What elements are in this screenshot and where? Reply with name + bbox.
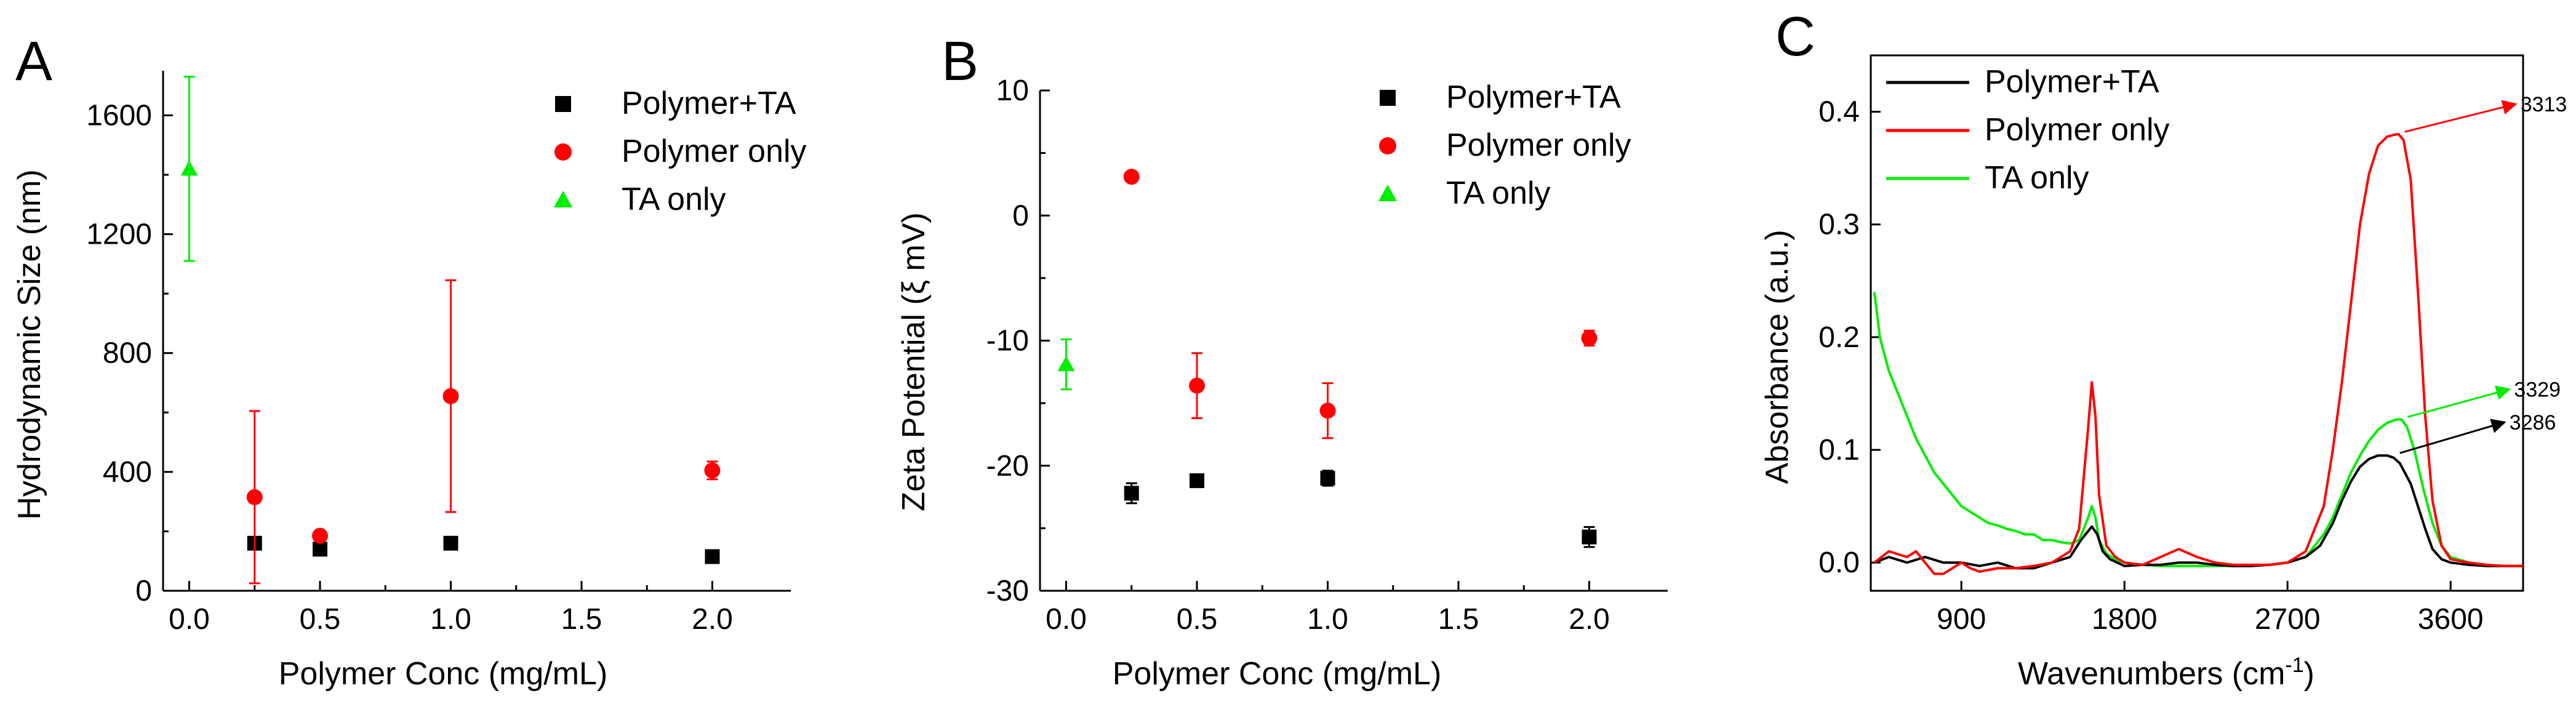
panel-a-ytick-label: 400 (103, 456, 152, 489)
panel-letter-a: A (15, 31, 52, 92)
panel-c: Absorbance (a.u.) Wavenumbers (cm-1) 0.0… (1759, 54, 2567, 692)
panel-c-legend-label: TA only (1985, 160, 2089, 196)
panel-b-legend-marker (1378, 185, 1397, 201)
panel-a-ylabel: Hydrodynamic Size (nm) (12, 169, 47, 519)
panel-c-annotation-label: 3313 (2521, 93, 2567, 116)
panel-b-legend-marker (1380, 90, 1396, 106)
panel-b-xlabel: Polymer Conc (mg/mL) (1113, 656, 1442, 692)
panel-b-point (1582, 529, 1597, 545)
panel-a-point (312, 527, 328, 544)
panel-c-xlabel: Wavenumbers (cm-1) (2018, 654, 2314, 692)
panel-b-point (1057, 356, 1075, 372)
panel-a-xtick-label: 0.5 (300, 603, 341, 636)
panel-a-ytick-label: 800 (103, 337, 152, 370)
panel-letter-b: B (942, 31, 978, 92)
panel-c-xtick-label: 2700 (2255, 603, 2321, 636)
panel-b-xtick-label: 0.0 (1046, 603, 1087, 636)
panel-c-legend-label: Polymer+TA (1985, 64, 2159, 100)
panel-b-ytick-label: -20 (986, 450, 1029, 482)
panel-c-frame (1870, 54, 2524, 592)
panel-b-legend-label: TA only (1446, 175, 1551, 211)
panel-b-ylabel: Zeta Potential (ξ mV) (896, 212, 932, 511)
panel-b-point (1123, 169, 1140, 185)
panel-c-ylabel: Absorbance (a.u.) (1759, 230, 1795, 484)
panel-a-xtick-label: 1.0 (430, 603, 471, 636)
panel-a-xtick-label: 2.0 (692, 603, 733, 636)
panel-a: Hydrodynamic Size (nm) Polymer Conc (mg/… (12, 71, 807, 692)
panel-a-point (180, 160, 198, 176)
panel-c-ytick-label: 0.2 (1818, 321, 1860, 354)
panel-c-annotation-arrow (2404, 100, 2518, 133)
panel-b-ytick-label: -10 (986, 325, 1029, 358)
panel-c-annotation-label: 3286 (2510, 411, 2556, 434)
panel-b-point (1320, 471, 1335, 486)
panel-a-point (246, 489, 263, 505)
panel-c-legend-label: Polymer only (1985, 112, 2170, 148)
panel-c-ytick-label: 0.4 (1818, 96, 1860, 129)
panel-c-ytick-label: 0.1 (1818, 434, 1860, 466)
panel-a-xtick-label: 1.5 (561, 603, 602, 636)
panel-c-line-1 (1873, 133, 2523, 575)
panel-a-legend-marker (554, 143, 572, 161)
panel-a-ytick-label: 1600 (86, 99, 152, 132)
panel-c-annotation-arrow (2399, 418, 2506, 454)
panel-b-legend-label: Polymer+TA (1446, 79, 1621, 115)
panel-a-legend-label: Polymer only (622, 134, 807, 169)
panel-b-xtick-label: 2.0 (1569, 603, 1610, 636)
panel-b-ytick-label: -30 (986, 575, 1029, 607)
panel-c-annotation-label: 3329 (2514, 378, 2561, 402)
panel-b-point (1581, 330, 1598, 346)
panel-b-point (1190, 473, 1204, 489)
panel-c-ytick-label: 0.0 (1818, 546, 1860, 579)
panel-c-xlabel-main: Wavenumbers (cm (2018, 656, 2285, 692)
panel-b-ytick-label: 0 (1012, 199, 1029, 232)
panel-c-xlabel-superscript: -1 (2285, 654, 2303, 677)
panel-a-legend-label: TA only (622, 182, 726, 217)
panel-letter-c: C (1775, 6, 1815, 68)
panel-b-legend-marker (1379, 137, 1396, 154)
panel-b-point (1319, 402, 1336, 419)
panel-b-xtick-label: 1.5 (1438, 603, 1479, 636)
panel-a-point (313, 542, 327, 557)
panel-a-legend-marker (555, 96, 571, 112)
panel-c-ytick-label: 0.3 (1818, 209, 1860, 241)
panel-a-point (704, 462, 721, 479)
panel-c-annotation-arrow (2407, 385, 2511, 418)
panel-b-xtick-label: 1.0 (1307, 603, 1348, 636)
panel-a-ytick-label: 0 (135, 575, 152, 607)
panel-b-legend-label: Polymer only (1446, 127, 1631, 163)
panel-a-point (442, 388, 459, 404)
panel-b-ytick-label: 10 (996, 74, 1029, 107)
panel-c-xtick-label: 900 (1937, 603, 1986, 636)
panel-a-xlabel: Polymer Conc (mg/mL) (279, 656, 608, 692)
panel-a-xtick-label: 0.0 (169, 603, 210, 636)
panel-b-xtick-label: 0.5 (1177, 603, 1218, 636)
panel-a-legend-marker (554, 191, 572, 207)
panel-b-point (1189, 377, 1205, 394)
panel-c-xtick-label: 1800 (2092, 603, 2158, 636)
panel-a-ytick-label: 1200 (86, 218, 152, 251)
panel-b-point (1124, 486, 1139, 501)
panel-a-point (705, 549, 720, 564)
panel-b: Zeta Potential (ξ mV) Polymer Conc (mg/m… (896, 74, 1668, 692)
panel-a-legend-label: Polymer+TA (622, 86, 796, 121)
panel-c-xtick-label: 3600 (2418, 603, 2484, 636)
panel-c-xlabel-suffix: ) (2304, 656, 2314, 692)
panel-a-point (443, 535, 458, 551)
